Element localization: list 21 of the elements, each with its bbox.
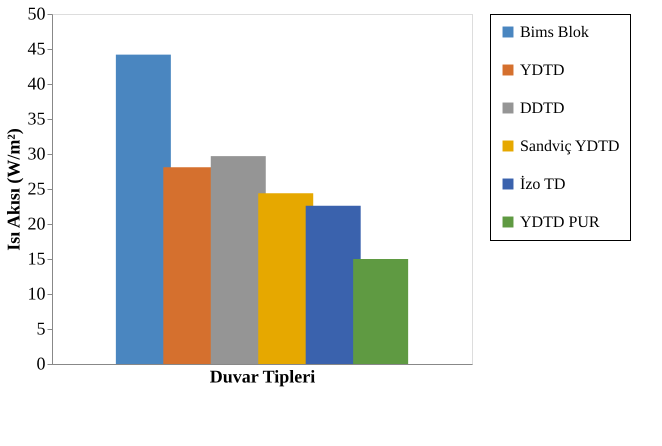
bar	[116, 54, 171, 364]
y-tick-label: 0	[36, 354, 46, 374]
legend-label: YDTD PUR	[520, 214, 600, 231]
y-tick-label: 35	[28, 108, 46, 128]
y-tick-label: 50	[28, 4, 46, 24]
bar	[353, 259, 408, 364]
legend-label: Sandviç YDTD	[520, 138, 620, 155]
legend-label: YDTD	[520, 62, 564, 79]
y-tick-label: 30	[28, 144, 46, 164]
legend-label: DDTD	[520, 100, 564, 117]
y-tick-label: 40	[28, 74, 46, 94]
y-tick-label: 15	[28, 248, 46, 268]
y-axis-title: Isı Akısı (W/m²)	[4, 128, 24, 251]
y-tick-label: 5	[36, 318, 46, 338]
legend-label: İzo TD	[520, 175, 566, 193]
y-tick-label: 20	[28, 214, 46, 234]
y-tick-label: 10	[28, 284, 46, 304]
y-tick-label: 25	[28, 178, 46, 198]
y-tick-label: 45	[28, 38, 46, 58]
x-axis-title: Duvar Tipleri	[210, 366, 316, 386]
legend-label: Bims Blok	[520, 24, 589, 41]
